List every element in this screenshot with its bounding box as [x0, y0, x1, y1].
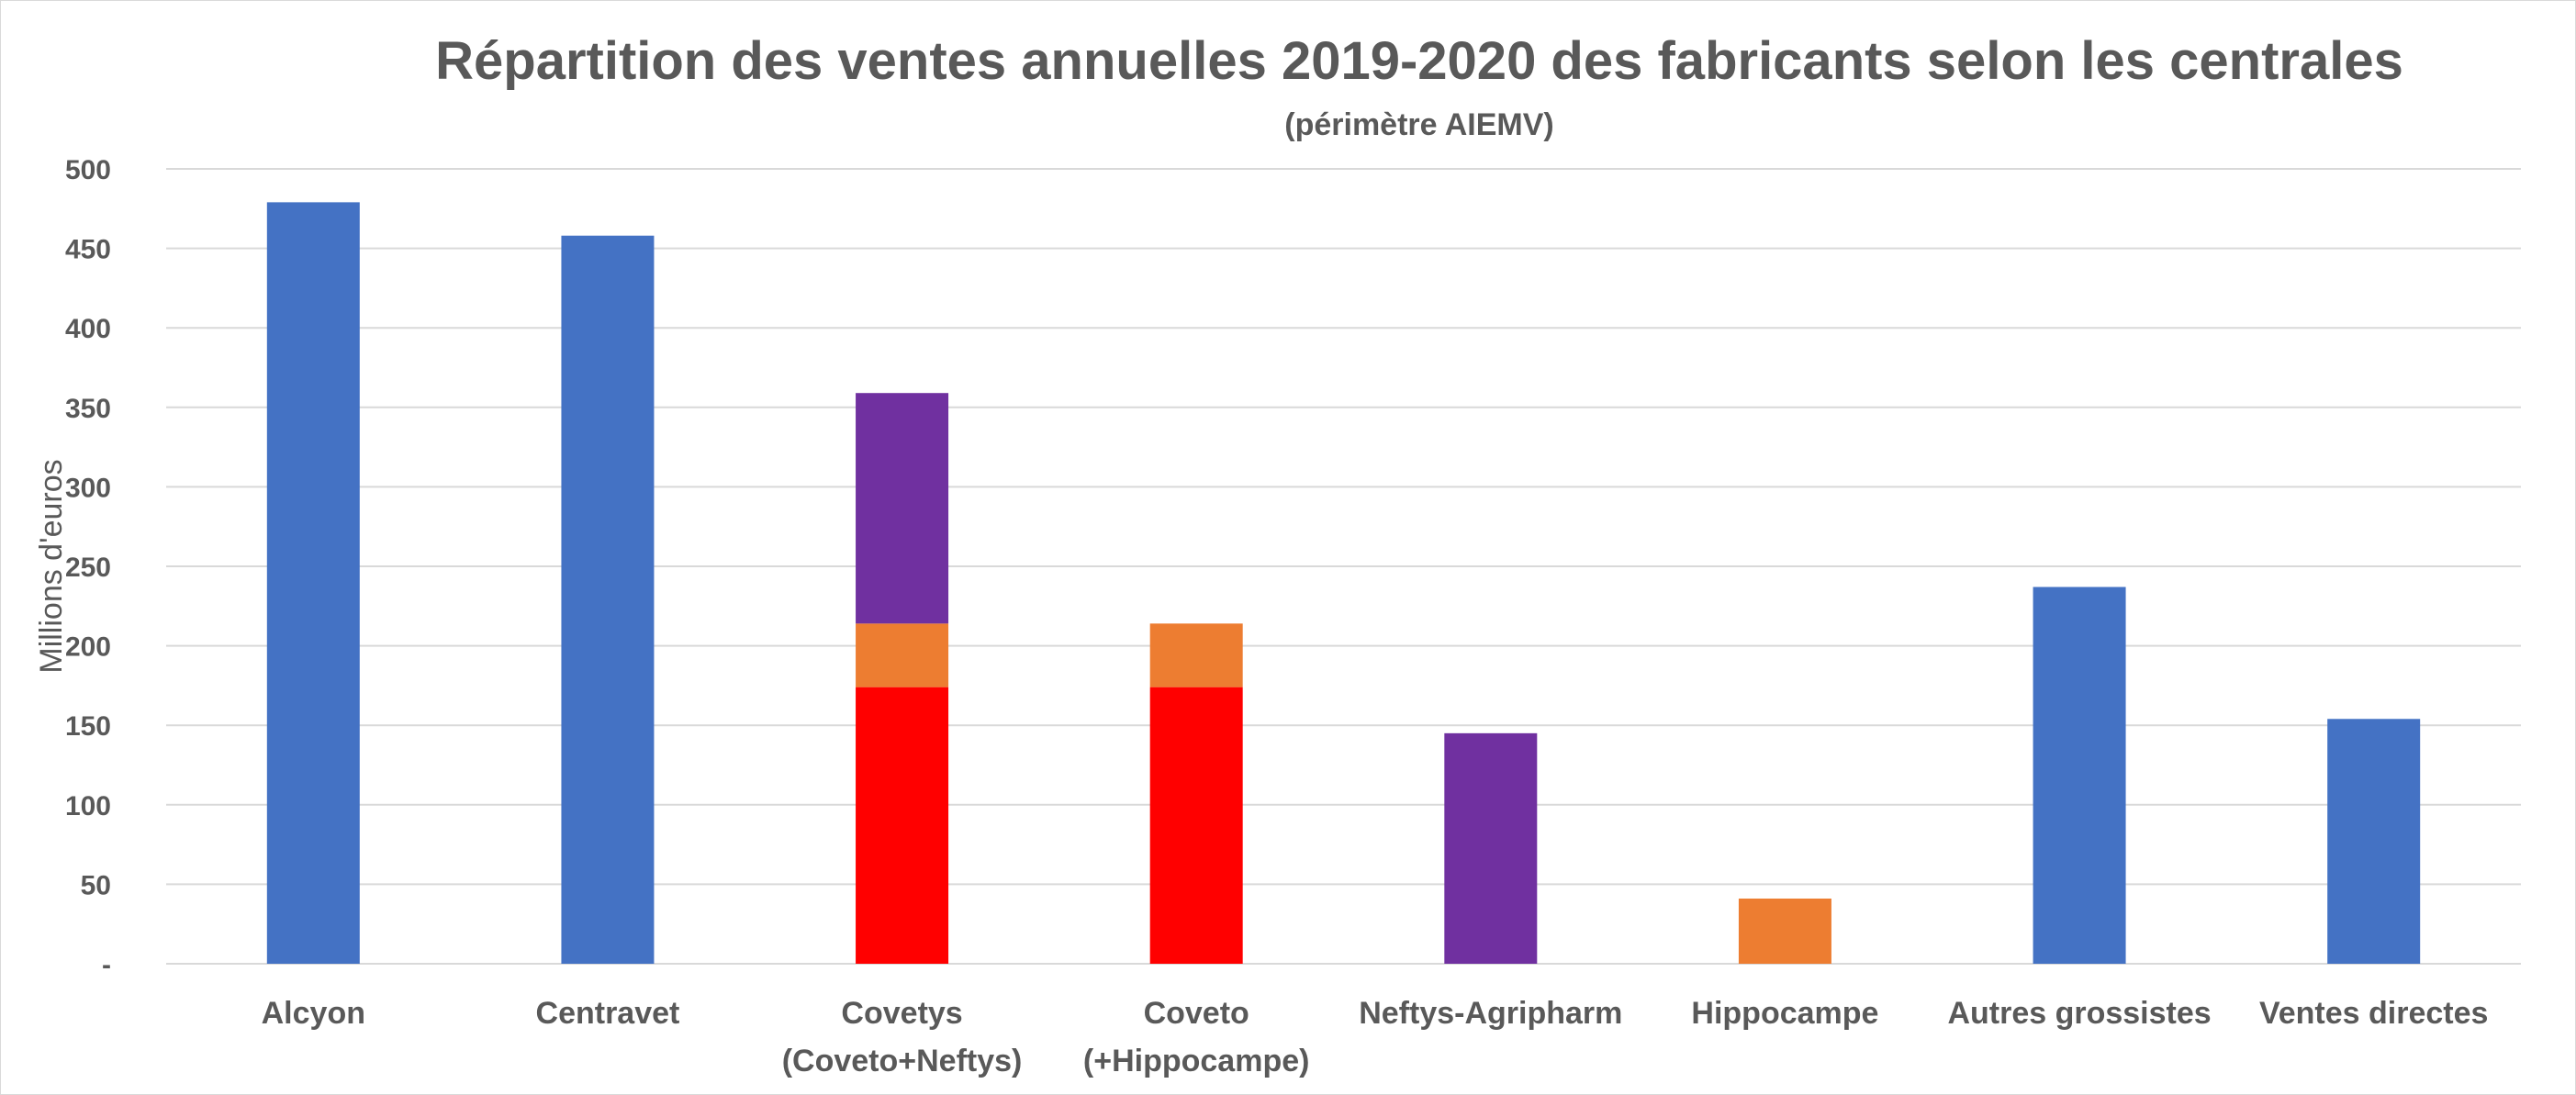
bar-segment: [561, 235, 655, 964]
x-tick-label: Neftys-Agripharm: [1359, 996, 1622, 1031]
y-tick-label: 400: [65, 314, 111, 344]
chart-title: Répartition des ventes annuelles 2019-20…: [435, 31, 2403, 91]
y-tick-label: 350: [65, 394, 111, 424]
x-axis-labels: Alcyon Centravet Covetys (Coveto+Neftys) Cov…: [262, 996, 2489, 1078]
bar-segment: [1149, 687, 1243, 964]
y-tick-label: 300: [65, 473, 111, 503]
bar-segment: [856, 393, 949, 624]
x-tick-label: Centravet: [536, 996, 680, 1031]
x-tick-label: Covetys: [841, 996, 962, 1031]
bar-segment: [1149, 623, 1243, 687]
bars: [266, 202, 2421, 964]
bar-segment: [1738, 898, 1831, 964]
x-tick-label: Autres grossistes: [1947, 996, 2211, 1031]
y-tick-label: 150: [65, 711, 111, 742]
y-tick-label: 200: [65, 632, 111, 663]
bar-segment: [2033, 587, 2126, 964]
x-tick-label: Coveto: [1144, 996, 1249, 1031]
gridlines: [166, 168, 2521, 965]
x-tick-label: (+Hippocampe): [1083, 1044, 1310, 1078]
y-axis-label: Millions d'euros: [34, 459, 69, 673]
y-tick-label: 100: [65, 791, 111, 821]
x-tick-label: (Coveto+Neftys): [782, 1044, 1023, 1078]
bar-segment: [2327, 719, 2421, 964]
y-tick-label: -: [102, 950, 111, 980]
x-tick-label: Hippocampe: [1691, 996, 1878, 1031]
x-tick-label: Alcyon: [262, 996, 365, 1031]
bar-segment: [856, 687, 949, 964]
y-tick-label: 250: [65, 553, 111, 583]
bar-segment: [1444, 732, 1538, 964]
y-tick-label: 500: [65, 155, 111, 185]
y-tick-label: 450: [65, 235, 111, 265]
x-tick-label: Ventes directes: [2259, 996, 2488, 1031]
chart-subtitle: (périmètre AIEMV): [1284, 107, 1553, 142]
y-tick-label: 50: [81, 870, 111, 900]
bar-segment: [266, 202, 360, 964]
y-axis-ticks: - 50 100 150 200 250 300 350 400 450 500: [65, 155, 111, 980]
bar-segment: [856, 623, 949, 687]
